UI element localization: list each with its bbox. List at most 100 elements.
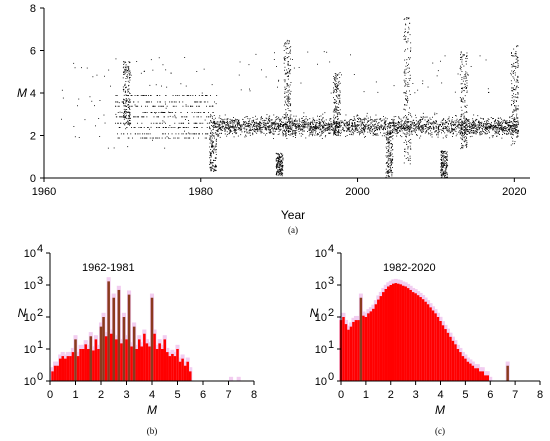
scatter-point [395, 123, 397, 124]
scatter-point [337, 113, 339, 115]
scatter-point [472, 118, 474, 120]
scatter-point [507, 122, 509, 123]
scatter-point [247, 124, 249, 126]
scatter-point [387, 137, 389, 139]
scatter-point [124, 124, 126, 126]
scatter-point [318, 123, 320, 125]
scatter-point [390, 137, 392, 138]
scatter-point [356, 132, 358, 133]
scatter-point [61, 118, 62, 120]
scatter-point [322, 130, 324, 132]
scatter-point [182, 101, 184, 103]
scatter-point [460, 59, 462, 60]
scatter-point [188, 137, 190, 139]
scatter-point [475, 132, 477, 134]
scatter-point [464, 126, 466, 128]
scatter-point [337, 112, 339, 114]
scatter-point [427, 121, 428, 122]
scatter-point [415, 127, 416, 129]
scatter-point [260, 124, 262, 126]
scatter-point [282, 158, 284, 159]
scatter-point [174, 114, 176, 116]
scatter-point [291, 128, 292, 130]
scatter-point [320, 125, 322, 127]
scatter-point [233, 131, 235, 133]
scatter-point [210, 136, 212, 138]
scatter-point [412, 121, 413, 123]
scatter-point [157, 127, 159, 128]
scatter-point [343, 124, 345, 126]
scatter-point [212, 142, 213, 144]
scatter-point [337, 131, 338, 133]
scatter-point [129, 114, 131, 116]
scatter-point [205, 95, 207, 96]
scatter-point [175, 133, 177, 135]
scatter-point [250, 124, 252, 126]
scatter-point [407, 48, 409, 50]
scatter-point [462, 80, 464, 82]
scatter-point [196, 112, 198, 113]
scatter-point [347, 130, 349, 132]
scatter-point [210, 169, 212, 171]
scatter-point [447, 123, 449, 124]
scatter-point [143, 116, 145, 118]
scatter-point [285, 127, 287, 128]
scatter-point [428, 127, 430, 128]
scatter-point [386, 138, 388, 140]
scatter-point [213, 127, 215, 128]
scatter-point [242, 127, 244, 129]
scatter-point [377, 134, 379, 136]
scatter-point [400, 121, 402, 122]
scatter-point [363, 91, 365, 93]
panel-c-bars [339, 278, 510, 381]
scatter-point [498, 124, 500, 126]
scatter-point [362, 124, 364, 126]
scatter-point [451, 122, 453, 124]
scatter-point [302, 126, 303, 128]
scatter-point [387, 146, 389, 147]
scatter-point [442, 166, 444, 168]
scatter-point [404, 69, 406, 71]
scatter-point [354, 126, 356, 128]
scatter-point [513, 130, 515, 132]
scatter-point [466, 124, 468, 126]
scatter-point [334, 116, 336, 118]
scatter-point [292, 136, 294, 137]
scatter-point [334, 83, 336, 85]
scatter-point [446, 151, 448, 153]
scatter-point [492, 118, 493, 120]
scatter-point [327, 123, 329, 125]
scatter-point [290, 90, 292, 92]
scatter-point [263, 120, 265, 122]
scatter-point [299, 133, 301, 135]
scatter-point [498, 121, 500, 123]
scatter-point [140, 95, 142, 96]
scatter-point [428, 133, 430, 135]
scatter-point [313, 127, 314, 129]
scatter-point [81, 67, 82, 69]
scatter-point [389, 164, 391, 166]
scatter-point [119, 116, 120, 118]
scatter-point [387, 160, 389, 162]
scatter-point [452, 129, 454, 131]
scatter-point [126, 99, 128, 101]
scatter-point [387, 131, 389, 133]
scatter-point [290, 82, 292, 83]
scatter-point [284, 60, 286, 61]
scatter-point [484, 133, 486, 135]
scatter-point [213, 151, 215, 153]
scatter-point [247, 118, 249, 120]
scatter-point [489, 128, 491, 130]
scatter-point [465, 57, 467, 59]
scatter-point [217, 123, 219, 125]
scatter-point [435, 127, 437, 129]
scatter-point [212, 134, 213, 136]
scatter-point [500, 124, 502, 126]
scatter-point [516, 46, 517, 48]
scatter-point [124, 61, 126, 63]
scatter-point [453, 125, 455, 127]
scatter-point [122, 101, 123, 103]
scatter-point [305, 124, 307, 125]
scatter-point [401, 128, 402, 130]
scatter-point [211, 146, 213, 148]
